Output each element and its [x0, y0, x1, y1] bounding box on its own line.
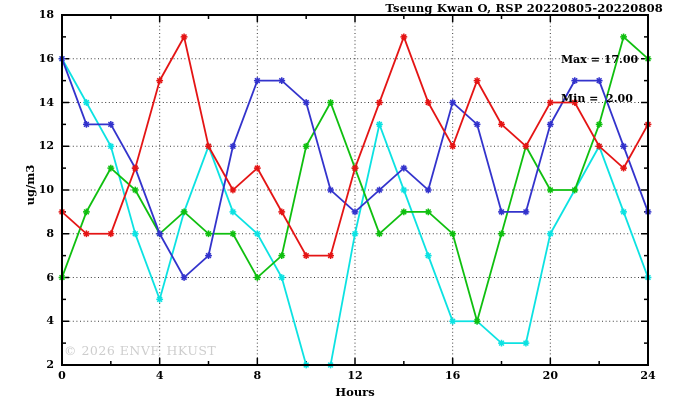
y-tick-label: 12 [38, 139, 54, 153]
x-tick-label: 0 [58, 369, 66, 382]
plot-frame [61, 14, 649, 366]
min-value-label: Min = 2.00 [561, 92, 633, 105]
y-tick-label: 10 [38, 183, 54, 196]
x-tick-label: 12 [347, 369, 363, 382]
x-tick-label: 16 [445, 369, 461, 382]
watermark: © 2026 ENVF, HKUST [64, 343, 217, 358]
y-tick-label: 2 [46, 358, 54, 371]
x-axis-label: Hours [335, 385, 375, 399]
y-tick-label: 4 [46, 314, 54, 328]
y-tick-label: 16 [38, 51, 54, 65]
chart-title: Tseung Kwan O, RSP 20220805-20220808 [385, 1, 663, 15]
maxmin-annotation: Max = 17.00 Min = 2.00 [561, 27, 638, 131]
x-tick-label: 8 [253, 369, 262, 382]
y-tick-label: 6 [46, 270, 54, 284]
x-tick-label: 4 [155, 369, 164, 382]
y-tick-label: 8 [46, 226, 54, 240]
x-tick-label: 20 [542, 369, 558, 382]
x-tick-label: 24 [640, 369, 656, 382]
max-value-label: Max = 17.00 [561, 53, 639, 66]
y-tick-label: 18 [38, 8, 54, 21]
y-tick-label: 14 [38, 95, 54, 109]
